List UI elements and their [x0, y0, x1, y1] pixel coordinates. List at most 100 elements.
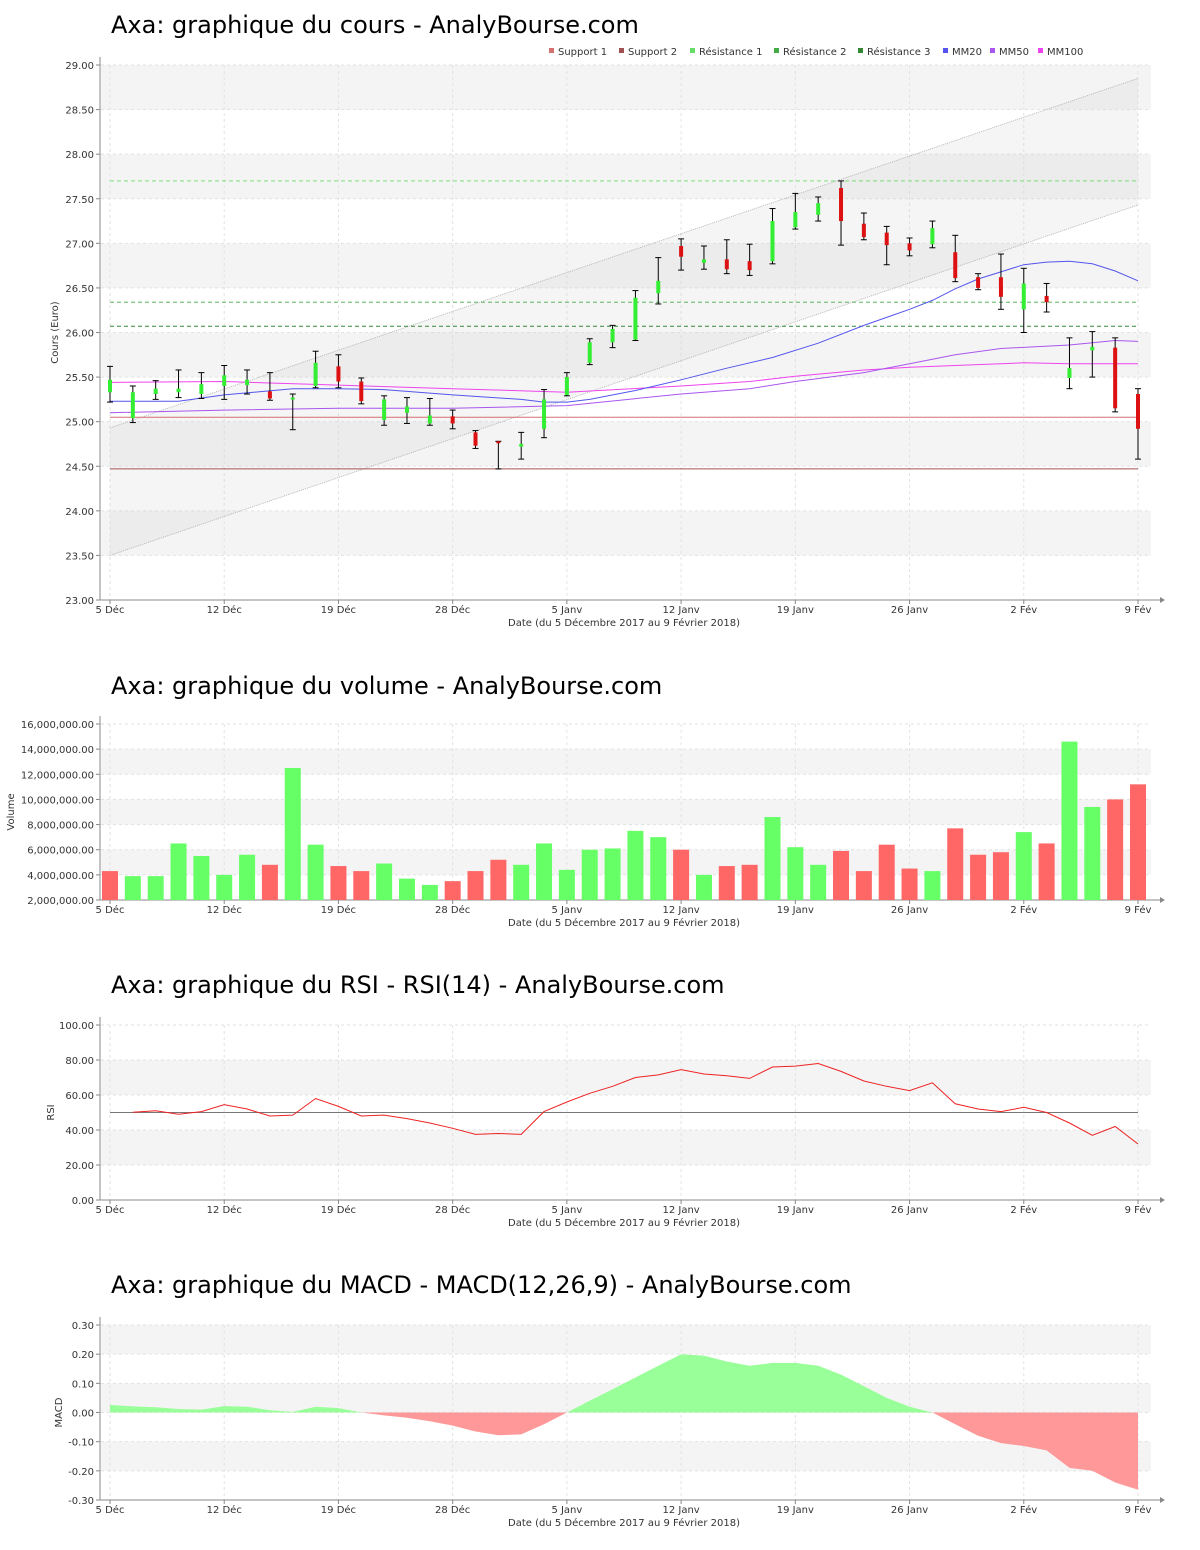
- mm100-line: [109, 362, 1138, 393]
- y-tick-label: 24.50: [65, 462, 94, 473]
- grid-band: [101, 799, 1151, 825]
- x-tick-label: 5 Déc: [96, 904, 125, 916]
- legend-label: MM100: [1047, 47, 1083, 58]
- x-tick-label: 5 Janv: [551, 905, 582, 916]
- grid-band: [101, 510, 1151, 556]
- y-tick-label: 2,000,000.00: [27, 896, 94, 907]
- legend-swatch: [858, 48, 863, 53]
- volume-bar-up: [147, 876, 164, 900]
- volume-bar-down: [901, 868, 918, 900]
- candle-body-down: [336, 366, 341, 382]
- volume-bar-down: [1038, 843, 1055, 900]
- x-tick-label: 28 Déc: [435, 1204, 470, 1216]
- x-tick-label: 5 Déc: [96, 1204, 125, 1216]
- candle-body-up: [770, 221, 775, 262]
- candle-body-up: [427, 415, 432, 424]
- volume-bar-up: [581, 849, 598, 900]
- legend-swatch: [990, 48, 995, 53]
- candle-body-down: [724, 259, 729, 270]
- candle-body-down: [267, 391, 272, 399]
- y-tick-label: 60.00: [65, 1091, 94, 1102]
- legend-swatch: [774, 48, 779, 53]
- y-tick-label: 0.30: [72, 1321, 94, 1332]
- grid-band: [101, 421, 1151, 467]
- volume-bar-down: [330, 866, 347, 900]
- volume-bar-up: [239, 854, 256, 900]
- volume-bar-up: [558, 869, 575, 900]
- legend-label: Résistance 2: [783, 46, 846, 58]
- volume-bar-up: [170, 843, 187, 900]
- candle-body-down: [976, 277, 981, 288]
- y-tick-label: 26.00: [65, 329, 94, 340]
- legend-label: MM50: [999, 47, 1029, 58]
- x-tick-label: 19 Janv: [777, 1505, 814, 1516]
- y-tick-label: 29.00: [65, 61, 94, 72]
- y-tick-label: 100.00: [59, 1021, 94, 1032]
- y-tick-label: 10,000,000.00: [21, 795, 94, 806]
- volume-bar-up: [216, 874, 233, 900]
- volume-bar-up: [695, 874, 712, 900]
- candle-body-up: [542, 399, 547, 429]
- y-tick-label: 20.00: [65, 1161, 94, 1172]
- volume-bar-down: [1130, 784, 1146, 900]
- x-tick-label: 19 Déc: [321, 604, 356, 616]
- x-tick-label: 5 Janv: [551, 605, 582, 616]
- price-chart-panel: Axa: graphique du cours - AnalyBourse.co…: [0, 0, 1200, 640]
- volume-bar-down: [467, 871, 484, 900]
- macd-area-positive: [566, 1354, 933, 1413]
- candle-body-up: [633, 297, 638, 340]
- x-tick-label: 2 Fév: [1010, 604, 1037, 616]
- rsi-line: [132, 1062, 1139, 1145]
- candle-body-down: [473, 432, 478, 446]
- macd-chart-title: Axa: graphique du MACD - MACD(12,26,9) -…: [111, 1271, 852, 1299]
- candle-body-up: [222, 375, 227, 386]
- volume-bar-down: [970, 854, 987, 900]
- candle-body-down: [496, 441, 501, 444]
- x-axis-arrow: [1160, 1197, 1165, 1203]
- x-tick-label: 26 Janv: [891, 905, 928, 916]
- x-tick-label: 28 Déc: [435, 1504, 470, 1516]
- x-tick-label: 2 Fév: [1010, 1204, 1037, 1216]
- x-tick-label: 26 Janv: [891, 1505, 928, 1516]
- volume-bar-up: [764, 817, 781, 900]
- macd-chart: -0.30 -0.20 -0.10 0.00 0.10 0.20 0.30 5 Déc 12 D…: [54, 1317, 1165, 1529]
- volume-bar-up: [193, 856, 210, 900]
- volume-bar-down: [490, 859, 507, 900]
- legend-label: Support 1: [558, 47, 607, 58]
- y-tick-label: 27.50: [65, 195, 94, 206]
- candle-body-down: [953, 252, 958, 279]
- candle-body-up: [656, 280, 661, 294]
- mm50-line: [109, 339, 1139, 414]
- volume-bar-up: [284, 768, 301, 900]
- grid-band: [101, 749, 1151, 775]
- legend-swatch: [619, 48, 624, 53]
- y-tick-label: 0.00: [72, 1196, 94, 1207]
- candle-body-up: [404, 406, 409, 413]
- legend-label: MM20: [952, 47, 982, 58]
- grid-band: [101, 1325, 1151, 1355]
- x-axis-label: Date (du 5 Décembre 2017 au 9 Février 20…: [508, 617, 740, 629]
- candle-body-down: [907, 243, 912, 251]
- x-tick-label: 26 Janv: [891, 605, 928, 616]
- legend-swatch: [943, 48, 948, 53]
- x-tick-label: 12 Déc: [207, 1504, 242, 1516]
- volume-bar-up: [398, 878, 415, 900]
- y-tick-label: 24.00: [65, 507, 94, 518]
- grid-band: [101, 154, 1151, 199]
- legend-swatch: [549, 48, 554, 53]
- legend-label: Support 2: [628, 47, 677, 58]
- y-axis-label: Cours (Euro): [50, 301, 61, 364]
- y-tick-label: 0.00: [72, 1409, 94, 1420]
- candle-body-up: [564, 377, 569, 395]
- x-tick-label: 9 Fév: [1125, 604, 1152, 616]
- volume-bar-down: [833, 850, 850, 900]
- volume-bar-down: [947, 828, 964, 900]
- candle-body-down: [1136, 394, 1140, 429]
- candle-body-up: [199, 384, 204, 395]
- y-tick-label: -0.10: [68, 1438, 94, 1449]
- x-axis-label: Date (du 5 Décembre 2017 au 9 Février 20…: [508, 1217, 740, 1229]
- x-axis-label: Date (du 5 Décembre 2017 au 9 Février 20…: [508, 917, 740, 929]
- volume-bar-up: [536, 843, 553, 900]
- x-tick-label: 5 Déc: [96, 604, 125, 616]
- candle-body-up: [382, 399, 387, 420]
